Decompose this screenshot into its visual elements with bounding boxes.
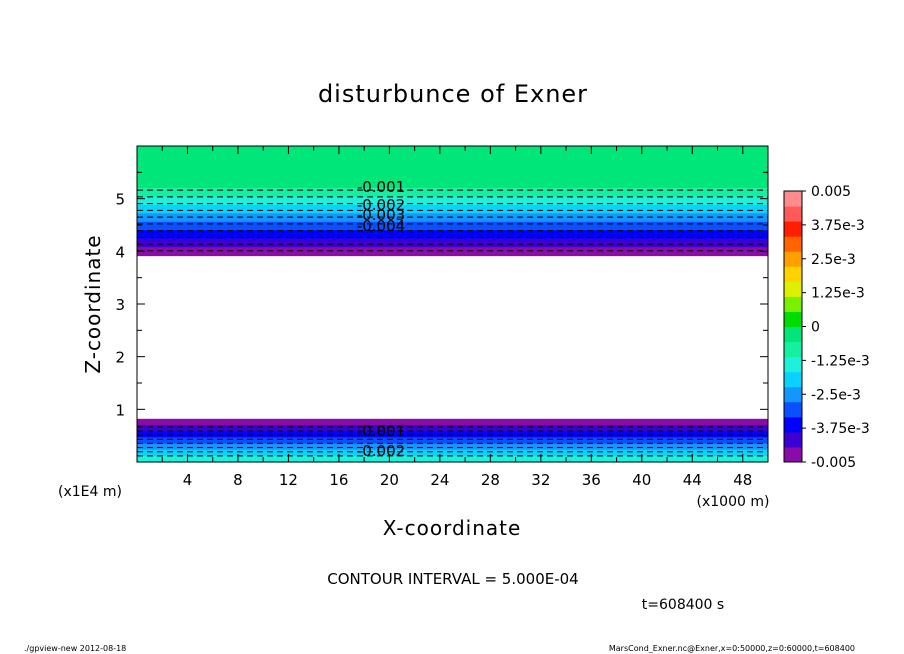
x-tick-label: 36	[582, 471, 601, 489]
band-lower-0	[137, 418, 768, 426]
band-upper-7	[137, 247, 768, 257]
contour-labels: -0.001-0.002-0.003-0.004-0.001-0.002	[357, 178, 405, 460]
x-tick-label: 12	[279, 471, 298, 489]
colorbar-tick-label: -1.25e-3	[811, 353, 870, 369]
y-axis-label: Z-coordinate	[81, 234, 105, 373]
band-lower-3	[137, 437, 768, 445]
x-tick-label: 40	[632, 471, 651, 489]
footer-right: MarsCond_Exner.nc@Exner,x=0:50000,z=0:60…	[609, 644, 855, 653]
colorbar-tick-label: 0	[811, 320, 820, 336]
colorbar-tick-label: 0.005	[811, 184, 851, 200]
contour-label: -0.001	[357, 178, 405, 196]
band-top	[137, 146, 768, 189]
colorbar-segment	[784, 341, 802, 358]
plot-area-fill	[137, 146, 768, 463]
contour-lines	[137, 189, 768, 457]
colorbar-segment	[784, 251, 802, 267]
y-tick-label: 1	[115, 401, 125, 419]
colorbar-segment	[784, 221, 802, 237]
colorbar	[783, 190, 803, 463]
footer-left: ./gpview-new 2012-08-18	[24, 644, 126, 653]
x-tick-label: 20	[380, 471, 399, 489]
colorbar-segment	[784, 416, 802, 433]
y-tick-label: 2	[115, 349, 125, 367]
colorbar-tick-label: -3.75e-3	[811, 421, 870, 437]
colorbar-segment	[784, 356, 802, 373]
x-tick-label: 4	[183, 471, 193, 489]
y-scale-note: (x1E4 m)	[58, 484, 122, 500]
colorbar-segment	[784, 371, 802, 388]
contour-label: -0.004	[357, 217, 405, 235]
x-axis-label: X-coordinate	[383, 516, 522, 540]
colorbar-segment	[784, 191, 802, 207]
contour-label: -0.001	[357, 422, 405, 440]
axis-ticks	[137, 146, 768, 462]
colorbar-tick-label: 3.75e-3	[811, 218, 865, 234]
colorbar-segment	[784, 446, 802, 463]
band-upper-0	[137, 188, 768, 198]
colorbar-segment	[784, 326, 802, 343]
band-upper-3	[137, 213, 768, 223]
colorbar-segment	[784, 311, 802, 327]
x-tick-labels: 4 8 12 16 20 24 28 32 36 40 44 48	[183, 471, 753, 489]
band-upper-2	[137, 204, 768, 215]
colorbar-tick-label: 1.25e-3	[811, 286, 865, 302]
y-tick-label: 4	[115, 243, 125, 261]
chart-title: disturbunce of Exner	[318, 80, 588, 108]
band-upper-5	[137, 230, 768, 240]
x-tick-label: 16	[329, 471, 348, 489]
time-text: t=608400 s	[642, 597, 724, 613]
x-tick-label: 28	[481, 471, 500, 489]
band-lower-5	[137, 449, 768, 457]
x-tick-label: 32	[531, 471, 550, 489]
colorbar-segment	[784, 386, 802, 403]
y-tick-label: 5	[115, 191, 125, 209]
contour-label: -0.002	[357, 196, 405, 214]
band-lower-6	[137, 455, 768, 463]
x-tick-label: 8	[233, 471, 243, 489]
colorbar-segment	[784, 266, 802, 282]
x-tick-label: 44	[683, 471, 702, 489]
band-lower-2	[137, 431, 768, 438]
x-scale-note: (x1000 m)	[697, 494, 770, 510]
colorbar-segment	[784, 401, 802, 418]
band-upper-1	[137, 196, 768, 206]
band-upper-4	[137, 221, 768, 231]
colorbar-segment	[784, 431, 802, 448]
y-tick-labels: 1 2 3 4 5	[115, 191, 125, 420]
band-upper-6	[137, 238, 768, 248]
contour-label: -0.003	[357, 206, 405, 224]
colorbar-segment	[784, 236, 802, 252]
colorbar-segment	[784, 296, 802, 312]
colorbar-tick-label: 2.5e-3	[811, 252, 856, 268]
y-tick-label: 3	[115, 296, 125, 314]
x-tick-label: 24	[430, 471, 449, 489]
band-lower-1	[137, 424, 768, 432]
contour-label: -0.002	[357, 442, 405, 460]
x-tick-label: 48	[733, 471, 752, 489]
colorbar-tick-label: -2.5e-3	[811, 387, 861, 403]
colorbar-labels: 0.005 3.75e-3 2.5e-3 1.25e-3 0 -1.25e-3 -2.5e-…	[802, 184, 870, 471]
colorbar-segment	[784, 206, 802, 222]
band-lower-4	[137, 443, 768, 451]
colorbar-tick-label: -0.005	[811, 455, 856, 471]
colorbar-segment	[784, 281, 802, 297]
contour-interval-text: CONTOUR INTERVAL = 5.000E-04	[327, 570, 578, 588]
